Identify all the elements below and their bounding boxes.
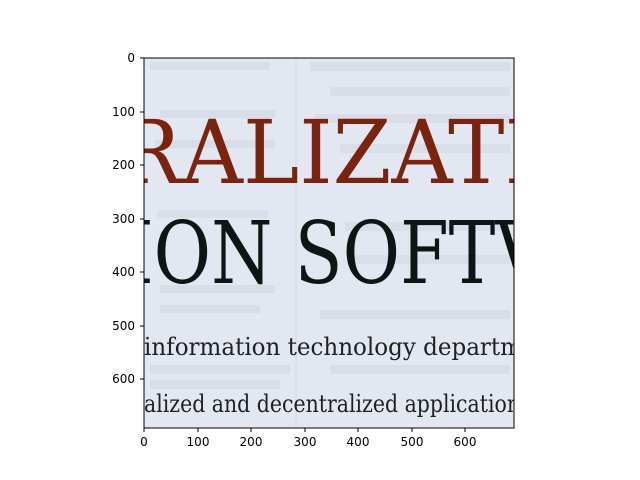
y-tick-label: 0: [127, 51, 135, 65]
x-tick-label: 600: [454, 435, 477, 449]
scanned-page-background: [144, 58, 514, 428]
image-panel: RALIZATI ION SOFTV information technolog…: [118, 58, 548, 428]
y-tick-label: 600: [112, 372, 135, 386]
x-tick-label: 0: [140, 435, 148, 449]
y-tick-label: 100: [112, 105, 135, 119]
body-line-2: alized and decentralized application: [144, 390, 520, 418]
x-tick-label: 300: [294, 435, 317, 449]
y-tick-label: 300: [112, 212, 135, 226]
x-axis: 0 100 200 300 400 500 600: [140, 428, 476, 449]
y-tick-label: 500: [112, 319, 135, 333]
axes-frame: [143, 57, 515, 429]
x-tick-label: 100: [187, 435, 210, 449]
x-tick-label: 200: [240, 435, 263, 449]
headline-black: ION SOFTV: [126, 204, 548, 304]
body-line-1: information technology departm: [144, 333, 522, 361]
y-tick-label: 400: [112, 265, 135, 279]
headline-red: RALIZATI: [118, 101, 538, 204]
y-axis: 0 100 200 300 400 500 600: [112, 51, 144, 386]
x-tick-label: 500: [401, 435, 424, 449]
show-through-text: [150, 58, 510, 428]
x-tick-label: 400: [347, 435, 370, 449]
y-tick-label: 200: [112, 158, 135, 172]
